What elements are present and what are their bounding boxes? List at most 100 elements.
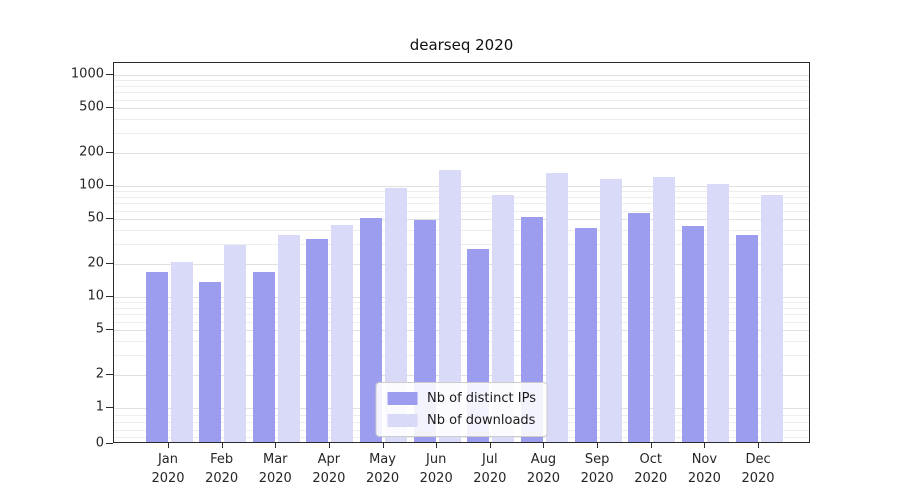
- x-tick-mark: [543, 443, 545, 448]
- gridline-minor: [114, 244, 809, 246]
- y-tick-mark: [106, 373, 113, 375]
- x-tick-mark: [328, 443, 330, 448]
- x-tick-label: Nov 2020: [687, 452, 721, 486]
- x-tick-label: Jun 2020: [419, 452, 453, 486]
- y-tick-mark: [106, 407, 113, 408]
- x-tick-label: Oct 2020: [634, 452, 668, 486]
- gridline-minor: [114, 133, 809, 135]
- gridline-major: [114, 219, 809, 221]
- x-tick-label: Feb 2020: [205, 452, 239, 486]
- gridline-minor: [114, 230, 809, 232]
- x-tick-mark: [221, 443, 223, 448]
- bar-downloads: [706, 184, 729, 442]
- legend-swatch-distinct-ips: [387, 392, 418, 405]
- gridline-major: [114, 330, 809, 332]
- gridline-minor: [114, 302, 809, 304]
- bar-downloads: [438, 169, 461, 442]
- bar-downloads: [331, 224, 354, 442]
- gridline-major: [114, 108, 809, 110]
- y-tick-label: 2: [95, 366, 104, 382]
- bar-downloads: [224, 245, 247, 442]
- bar-downloads: [170, 261, 193, 442]
- bar-distinct-ips: [681, 225, 704, 442]
- gridline-minor: [114, 119, 809, 121]
- x-tick-mark: [650, 443, 652, 448]
- y-tick-mark: [106, 262, 113, 264]
- gridline-major: [114, 297, 809, 298]
- gridline-minor: [114, 203, 809, 205]
- gridline-major: [114, 186, 809, 187]
- y-tick-mark: [106, 329, 113, 331]
- x-tick-mark: [436, 443, 438, 448]
- bar-downloads: [653, 177, 676, 442]
- x-tick-label: May 2020: [366, 452, 400, 486]
- y-tick-mark: [106, 107, 113, 109]
- x-tick-label: Apr 2020: [312, 452, 346, 486]
- bar-distinct-ips: [574, 228, 597, 442]
- gridline-minor: [114, 191, 809, 193]
- y-tick-label: 1000: [70, 66, 104, 82]
- y-tick-mark: [106, 296, 113, 297]
- x-tick-mark: [758, 443, 760, 448]
- gridline-minor: [114, 436, 809, 438]
- gridline-major: [114, 263, 809, 265]
- x-tick-mark: [168, 443, 169, 448]
- x-tick-mark: [382, 443, 384, 448]
- x-tick-label: Jan 2020: [151, 452, 185, 486]
- legend-label-distinct-ips: Nb of distinct IPs: [427, 391, 536, 406]
- bar-downloads: [760, 194, 783, 442]
- x-tick-label: Jul 2020: [473, 452, 507, 486]
- y-tick-label: 200: [79, 144, 104, 160]
- y-tick-mark: [106, 185, 113, 186]
- x-tick-mark: [489, 443, 491, 448]
- bar-downloads: [277, 234, 300, 442]
- bar-distinct-ips: [199, 282, 222, 442]
- gridline-minor: [114, 99, 809, 101]
- bar-downloads: [492, 194, 515, 442]
- legend: Nb of distinct IPs Nb of downloads: [375, 382, 548, 437]
- gridline-minor: [114, 307, 809, 309]
- bar-distinct-ips: [145, 272, 168, 442]
- y-tick-label: 20: [87, 255, 104, 271]
- gridline-minor: [114, 314, 809, 316]
- x-tick-label: Sep 2020: [580, 452, 614, 486]
- gridline-minor: [114, 341, 809, 343]
- y-tick-mark: [106, 218, 113, 220]
- bar-distinct-ips: [252, 272, 275, 442]
- x-tick-label: Mar 2020: [258, 452, 292, 486]
- x-tick-mark: [597, 443, 599, 448]
- legend-entry-downloads: Nb of downloads: [387, 413, 536, 428]
- x-tick-mark: [704, 443, 706, 448]
- y-tick-mark: [106, 151, 113, 153]
- bar-distinct-ips: [628, 212, 651, 442]
- plot-area: Nb of distinct IPs Nb of downloads: [113, 62, 810, 443]
- y-tick-label: 1: [95, 399, 104, 415]
- y-tick-label: 0: [95, 435, 104, 451]
- legend-entry-distinct-ips: Nb of distinct IPs: [387, 391, 536, 406]
- y-tick-label: 500: [79, 99, 104, 115]
- chart-title: dearseq 2020: [409, 36, 514, 54]
- gridline-major: [114, 374, 809, 376]
- gridline-major: [114, 75, 809, 76]
- gridline-minor: [114, 321, 809, 323]
- bar-downloads: [385, 188, 408, 442]
- y-tick-label: 100: [79, 177, 104, 193]
- legend-label-downloads: Nb of downloads: [427, 413, 536, 428]
- gridline-major: [114, 152, 809, 154]
- y-tick-mark: [106, 74, 113, 75]
- y-tick-label: 5: [95, 321, 104, 337]
- gridline-minor: [114, 85, 809, 87]
- y-tick-label: 50: [87, 210, 104, 226]
- gridline-minor: [114, 196, 809, 198]
- x-tick-mark: [275, 443, 277, 448]
- gridline-minor: [114, 80, 809, 82]
- x-tick-label: Aug 2020: [526, 452, 561, 486]
- bar-distinct-ips: [306, 238, 329, 442]
- bar-distinct-ips: [735, 234, 758, 442]
- bar-downloads: [599, 179, 622, 442]
- legend-swatch-downloads: [387, 414, 418, 427]
- x-tick-label: Dec 2020: [741, 452, 775, 486]
- gridline-minor: [114, 210, 809, 212]
- y-tick-mark: [106, 443, 113, 444]
